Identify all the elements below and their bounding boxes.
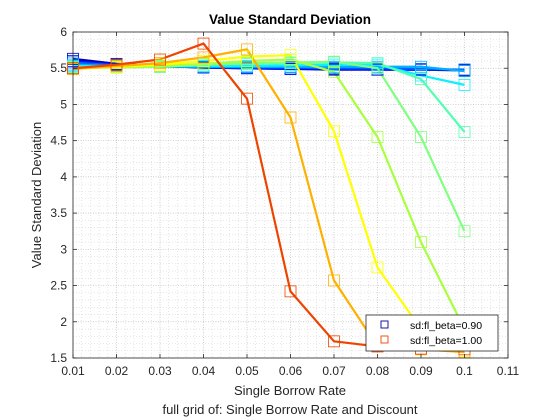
legend-label-2: sd:fl_beta=1.00 (410, 335, 482, 347)
x-tick-label: 0.04 (192, 364, 216, 378)
x-tick-label: 0.06 (279, 364, 303, 378)
x-tick-label: 0.08 (366, 364, 390, 378)
data-point-marker (241, 50, 253, 63)
data-point-marker (328, 125, 340, 138)
data-point-marker (415, 73, 427, 85)
data-point-marker (371, 62, 384, 75)
y-tick-label: 4.5 (50, 134, 67, 148)
chart-title: Value Standard Deviation (209, 12, 371, 27)
x-tick-label: 0.02 (105, 364, 129, 378)
x-tick-label: 0.11 (497, 364, 520, 378)
data-point-marker (328, 65, 340, 78)
legend-label-1: sd:fl_beta=0.90 (410, 320, 482, 332)
data-point-marker (328, 274, 340, 287)
data-point-marker (458, 126, 471, 138)
data-point-marker (284, 285, 297, 298)
data-point-marker (241, 92, 253, 105)
legend: sd:fl_beta=0.90 sd:fl_beta=1.00 (365, 314, 499, 352)
x-tick-label: 0.1 (456, 364, 473, 378)
x-tick-label: 0.09 (409, 364, 433, 378)
data-point-marker (458, 65, 471, 78)
figure-caption: full grid of: Single Borrow Rate and Dis… (162, 402, 417, 417)
y-tick-label: 5 (60, 97, 67, 111)
data-point-marker (284, 111, 297, 124)
series-layer (67, 37, 471, 359)
data-point-marker (110, 58, 123, 71)
x-axis-label: Single Borrow Rate (234, 383, 346, 398)
y-tick-label: 3 (60, 242, 67, 256)
legend-marker-2 (380, 335, 389, 344)
y-tick-label: 3.5 (50, 206, 67, 220)
data-point-marker (371, 131, 384, 143)
y-tick-label: 4 (60, 170, 67, 184)
data-point-marker (154, 53, 166, 66)
x-tick-label: 0.01 (61, 364, 85, 378)
data-point-marker (458, 225, 471, 238)
data-point-marker (415, 131, 427, 143)
y-tick-labels: 1.5 2 2.5 3 3.5 4 4.5 5 5.5 6 (50, 25, 67, 365)
y-axis-label: Value Standard Deviation (29, 122, 44, 268)
y-tick-label: 6 (60, 25, 67, 39)
data-point-marker (415, 236, 427, 248)
data-point-marker (328, 335, 340, 348)
data-point-marker (241, 43, 253, 56)
minor-grid (73, 32, 508, 358)
legend-marker-1 (380, 320, 389, 329)
data-point-marker (458, 78, 471, 91)
x-tick-label: 0.07 (322, 364, 346, 378)
y-tick-label: 5.5 (50, 61, 67, 75)
data-point-marker (415, 60, 427, 73)
data-point-marker (328, 55, 340, 68)
y-tick-label: 1.5 (50, 351, 67, 365)
data-point-marker (284, 49, 297, 62)
x-tick-labels: 0.01 0.02 0.03 0.04 0.05 0.06 0.07 0.08 0.09 0.1 0… (61, 364, 519, 378)
x-tick-label: 0.03 (148, 364, 172, 378)
data-point-marker (197, 51, 210, 64)
x-tick-label: 0.05 (235, 364, 259, 378)
tick-marks (72, 31, 509, 359)
data-point-marker (197, 37, 210, 50)
data-point-marker (371, 261, 384, 274)
y-tick-label: 2 (60, 315, 67, 329)
y-tick-label: 2.5 (50, 279, 67, 293)
